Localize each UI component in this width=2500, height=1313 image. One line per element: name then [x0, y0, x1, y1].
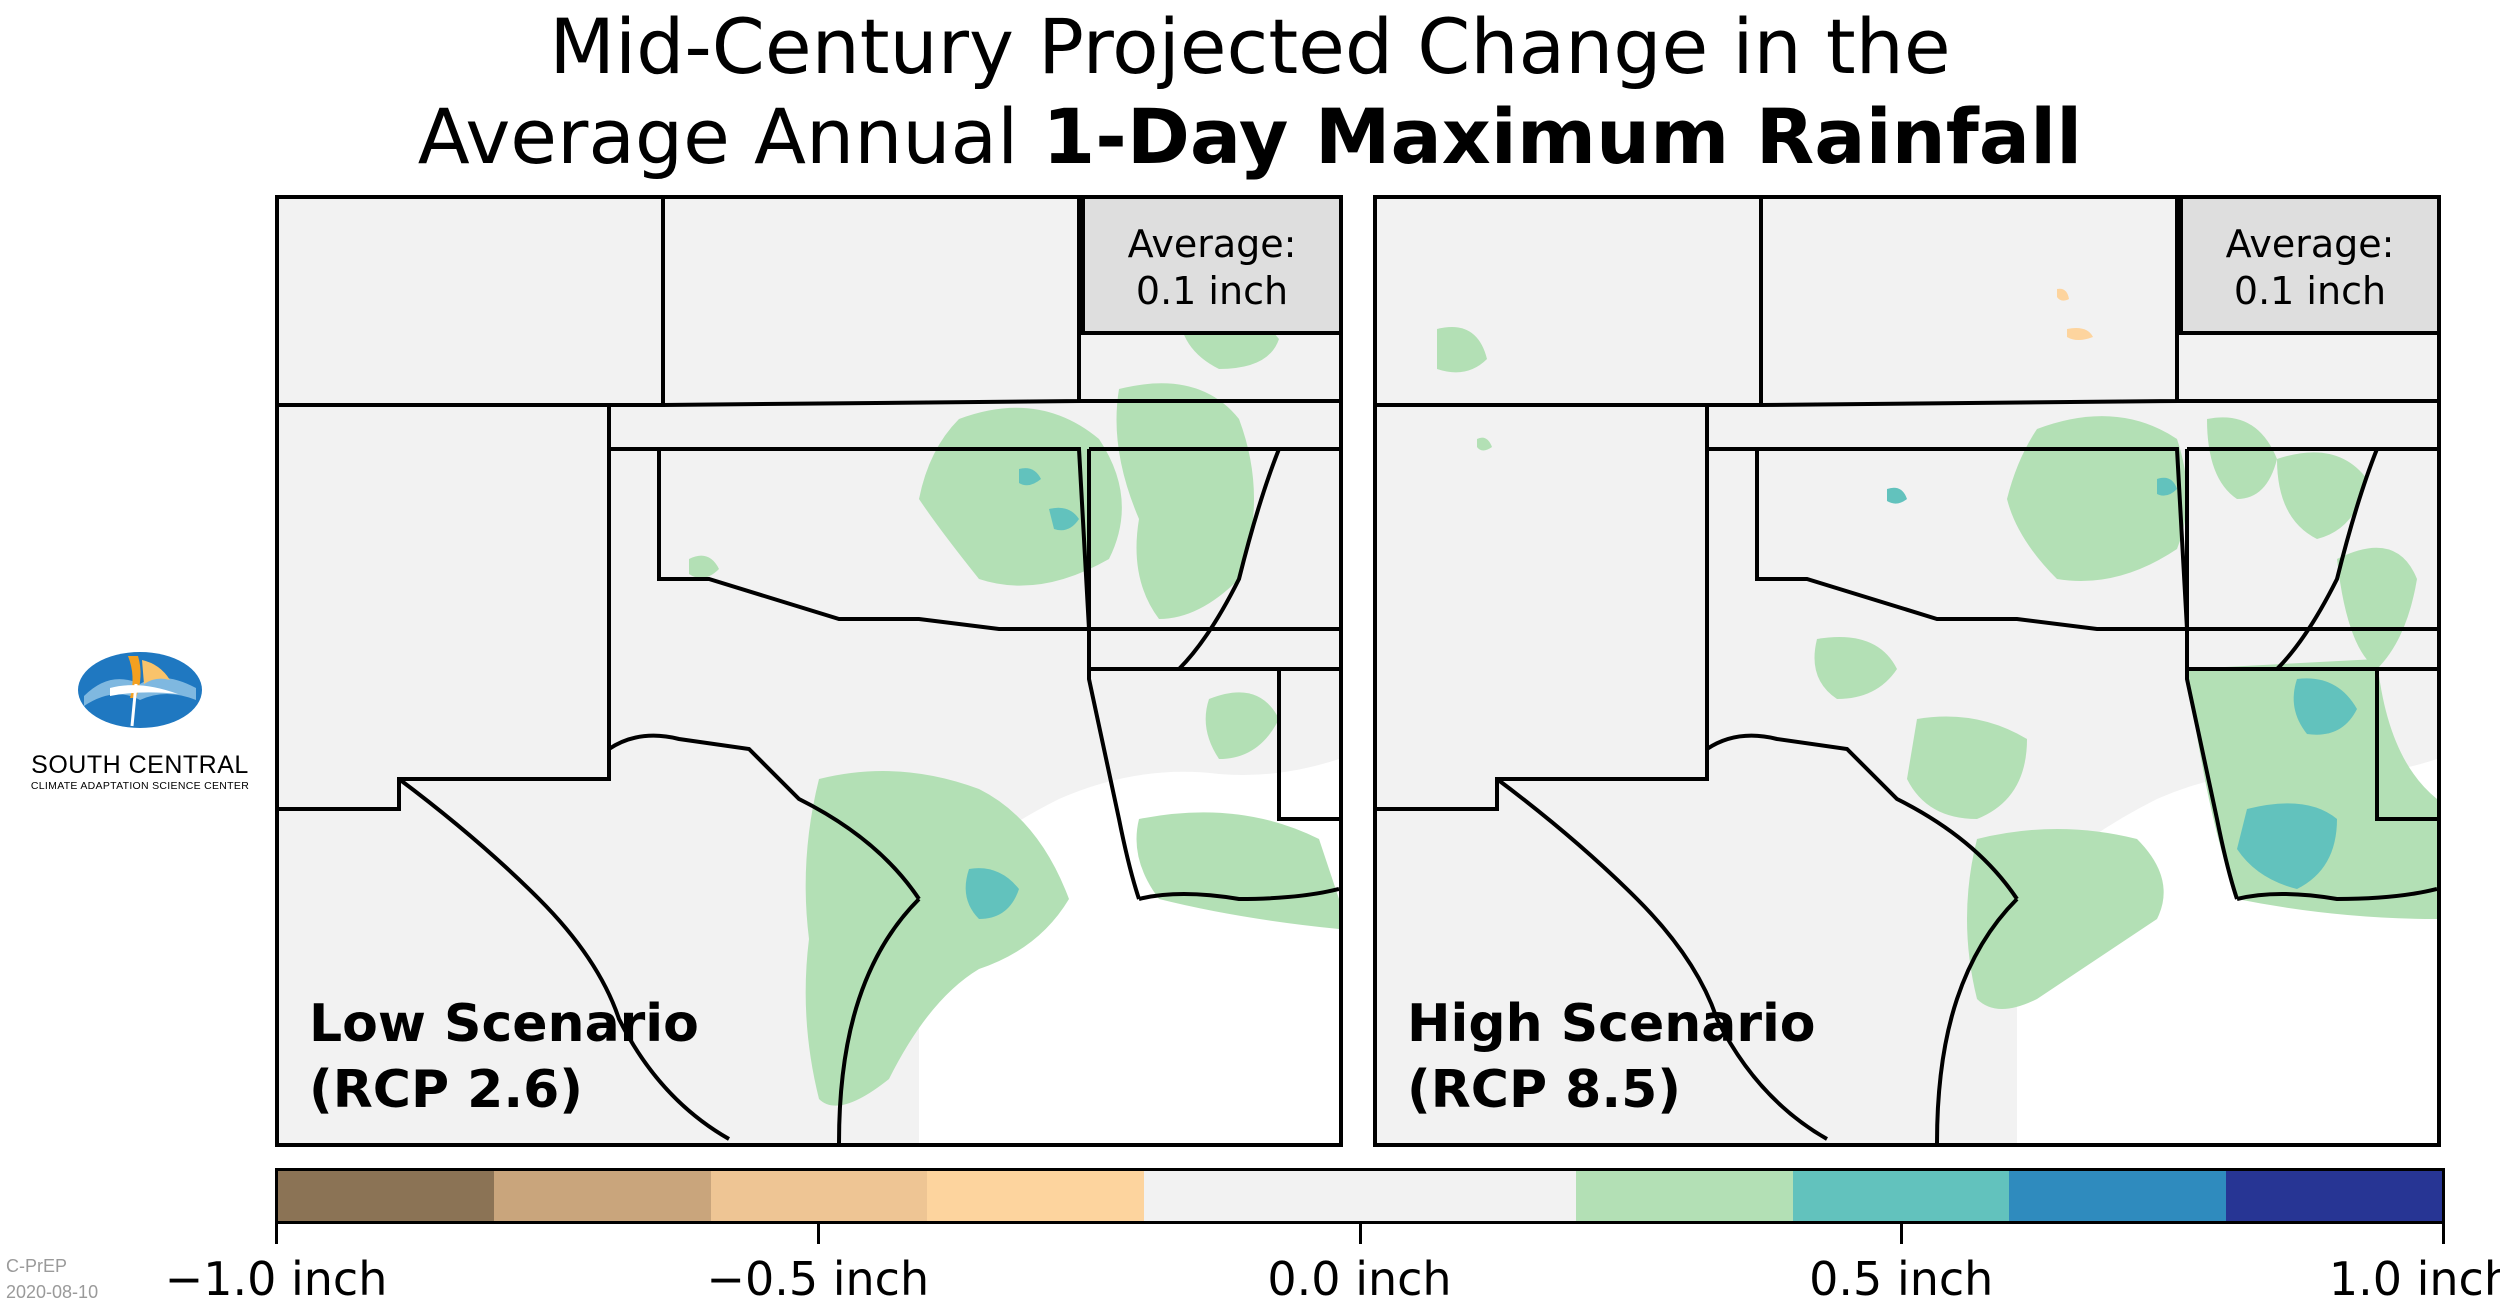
map-panel-high-scenario: Average: 0.1 inch High Scenario (RCP 8.5… — [1373, 195, 2441, 1147]
high-scenario-map — [1377, 199, 2437, 1143]
colorbar-tick-label: 0.0 inch — [1267, 1252, 1452, 1306]
scenario-label: Low Scenario (RCP 2.6) — [309, 991, 699, 1123]
map-panel-low-scenario: Average: 0.1 inch Low Scenario (RCP 2.6) — [275, 195, 1343, 1147]
colorbar-segment — [1143, 1171, 1361, 1221]
colorbar-tick-label: −0.5 inch — [706, 1252, 930, 1306]
title-bold: 1-Day Maximum Rainfall — [1042, 92, 2083, 181]
scenario-label: High Scenario (RCP 8.5) — [1407, 991, 1816, 1123]
average-label: Average: — [1127, 222, 1297, 266]
colorbar-segment — [2225, 1171, 2443, 1221]
colorbar-tick — [2442, 1224, 2445, 1244]
map-title-line1: Mid-Century Projected Change in the — [549, 2, 1951, 91]
colorbar-segment — [2009, 1171, 2226, 1221]
colorbar-segment — [1576, 1171, 1793, 1221]
scenario-rcp: (RCP 2.6) — [309, 1060, 584, 1120]
average-label: Average: — [2225, 222, 2395, 266]
average-value: 0.1 inch — [1135, 269, 1289, 313]
colorbar-segment — [278, 1171, 495, 1221]
logo-name: SOUTH CENTRAL — [31, 751, 249, 779]
colorbar-segment — [710, 1171, 928, 1221]
average-box: Average: 0.1 inch — [2179, 199, 2437, 335]
credit-source: C-PrEP — [6, 1256, 68, 1276]
scenario-name: High Scenario — [1407, 994, 1816, 1054]
average-value: 0.1 inch — [2233, 269, 2387, 313]
title-prefix: Average Annual — [417, 92, 1043, 181]
low-scenario-map — [279, 199, 1339, 1143]
logo-emblem-icon — [78, 652, 202, 728]
south-central-casc-logo: SOUTH CENTRAL CLIMATE ADAPTATION SCIENCE… — [20, 640, 260, 792]
colorbar-ticks — [0, 1224, 2500, 1244]
colorbar-tick-label: −1.0 inch — [164, 1252, 388, 1306]
colorbar-tick — [275, 1224, 278, 1244]
colorbar-tick — [1358, 1224, 1362, 1244]
colorbar-tick — [1900, 1224, 1904, 1244]
colorbar-tick — [816, 1224, 820, 1244]
colorbar-segment — [494, 1171, 711, 1221]
colorbar-segment — [927, 1171, 1144, 1221]
scenario-name: Low Scenario — [309, 994, 699, 1054]
colorbar-segment — [1360, 1171, 1577, 1221]
colorbar-segment — [1792, 1171, 2010, 1221]
logo-subtitle: CLIMATE ADAPTATION SCIENCE CENTER — [30, 780, 250, 792]
colorbar-tick-label: 1.0 inch — [2328, 1252, 2500, 1306]
scenario-rcp: (RCP 8.5) — [1407, 1060, 1682, 1120]
credit-date: 2020-08-10 — [6, 1282, 99, 1302]
colorbar-tick-label: 0.5 inch — [1809, 1252, 1994, 1306]
average-box: Average: 0.1 inch — [1081, 199, 1339, 335]
map-title-line2: Average Annual 1-Day Maximum Rainfall — [0, 92, 2500, 182]
legend-colorbar — [275, 1168, 2445, 1224]
